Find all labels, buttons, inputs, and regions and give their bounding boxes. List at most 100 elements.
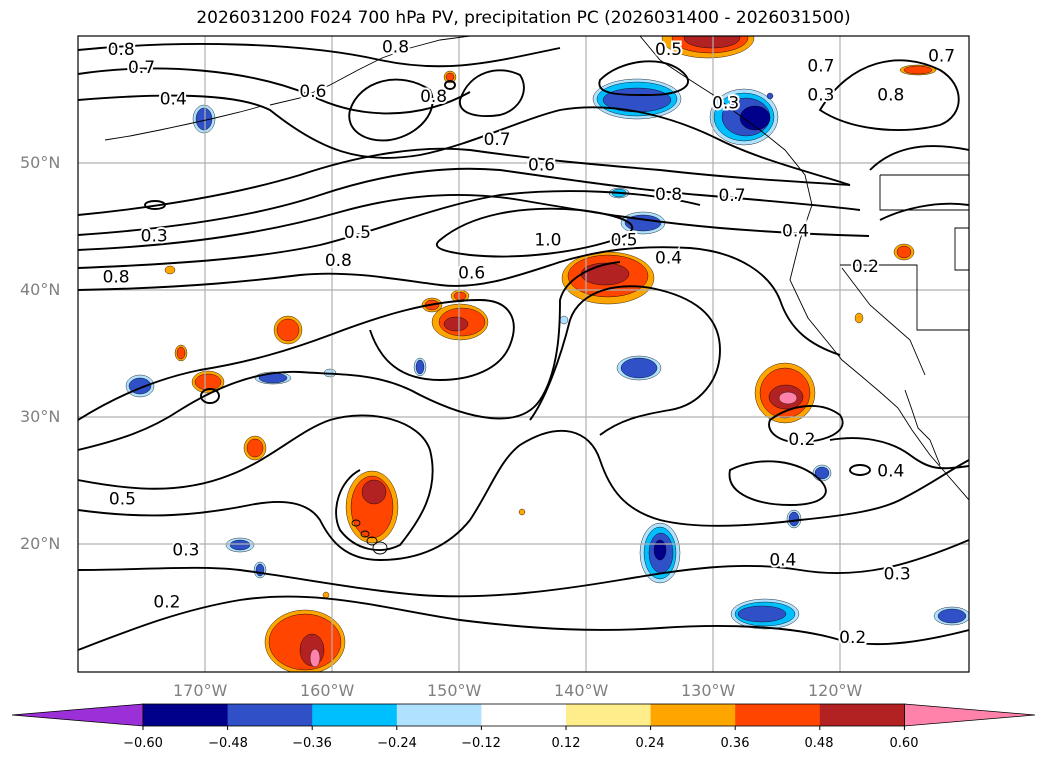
contour-label: 0.5 [655, 40, 682, 60]
pv-contour-line-19 [818, 59, 960, 131]
pv-contour-line-9 [78, 299, 515, 421]
colorbar-tick-label: 0.12 [551, 736, 581, 751]
precip-negative-area-21 [737, 605, 787, 623]
precip-negative-area-40 [766, 92, 774, 100]
precip-positive-area-40 [518, 508, 526, 516]
colorbar-tick-label: 0.36 [720, 736, 750, 751]
precip-positive-area-23 [361, 479, 387, 505]
colorbar-bin-1 [143, 704, 229, 726]
map-title: 2026031200 F024 700 hPa PV, precipitatio… [196, 8, 851, 28]
contour-label: 0.8 [325, 251, 352, 271]
precip-negative-area-33 [415, 359, 425, 375]
hawaii-island [351, 519, 361, 527]
pv-contour-line-24 [598, 60, 689, 96]
pv-contour-line-3 [78, 147, 851, 216]
precip-negative-area-31 [255, 563, 265, 577]
colorbar-bin-9 [819, 704, 905, 726]
precip-positive-area-18 [176, 346, 186, 360]
pv-contour-line-11 [529, 285, 721, 436]
contour-label: 0.3 [172, 540, 199, 560]
contour-label: 0.8 [382, 37, 409, 57]
pv-contour-line-14 [78, 539, 969, 598]
pv-contour-line-16 [728, 460, 827, 506]
precip-negative-area-35 [814, 466, 830, 480]
pv-contour-line-8 [78, 246, 841, 356]
contour-label: 0.8 [420, 87, 447, 107]
colorbar-frame [142, 703, 905, 727]
north-america-coast [639, 36, 969, 501]
contour-label: 0.2 [852, 257, 879, 277]
colorbar-tick-label: 0.60 [889, 736, 919, 751]
aleutian-coast [269, 36, 471, 106]
precip-positive-area-2 [683, 36, 741, 49]
pv-contour-line-10 [78, 261, 621, 451]
contour-label: 0.8 [103, 267, 130, 287]
contour-label: 0.8 [108, 40, 135, 60]
pv-contour-line-17 [768, 405, 844, 444]
pv-contour-line-23 [459, 69, 525, 117]
aleutian-islands [104, 105, 263, 141]
contour-label: 0.4 [782, 222, 809, 242]
contour-label: 0.7 [807, 56, 834, 76]
hawaii-island [360, 530, 370, 538]
precip-positive-area-31 [778, 391, 798, 405]
contour-label: 0.3 [712, 93, 739, 113]
colorbar-tick-label: −0.48 [208, 736, 248, 751]
contour-label: 0.2 [788, 430, 815, 450]
pv-contour-line-20 [869, 145, 969, 171]
colorbar-tick-label: −0.24 [377, 736, 417, 751]
pv-contour-loop [200, 388, 220, 404]
lat-label-30n: 30°N [20, 407, 61, 426]
pv-contour-line-21 [879, 202, 969, 221]
pv-contour-line-0 [78, 43, 561, 68]
pv-contour-line-22 [348, 78, 434, 142]
contour-label: 0.3 [141, 227, 168, 247]
colorbar-tick-label: 0.24 [635, 736, 665, 751]
pv-contour-loop [444, 80, 456, 90]
contour-label: 0.8 [655, 185, 682, 205]
contour-label: 0.7 [928, 46, 955, 66]
precip-positive-area-5 [580, 262, 630, 286]
precip-positive-area-38 [854, 312, 864, 324]
colorbar-tick-label: −0.12 [461, 736, 501, 751]
precip-positive-area-16 [194, 373, 222, 391]
hawaii-island [366, 536, 378, 546]
lat-label-40n: 40°N [20, 280, 61, 299]
precip-positive-area-20 [246, 438, 264, 458]
contour-label: 0.6 [299, 82, 326, 102]
colorbar-bin-6 [566, 704, 652, 726]
precip-positive-area-41 [322, 591, 330, 599]
baja-gulf-coast [904, 389, 941, 466]
pv-contour-loop [144, 200, 166, 210]
colorbar-max-extend [904, 703, 1036, 727]
colorbar-tick-label: 0.48 [804, 736, 834, 751]
contour-label: 0.5 [109, 490, 136, 510]
pv-contour-line-2 [78, 94, 851, 186]
contour-label: 0.6 [528, 156, 555, 176]
colorbar-bin-2 [227, 704, 313, 726]
colorbar-bin-4 [396, 704, 482, 726]
contour-label: 0.2 [839, 628, 866, 648]
pv-contour-line-12 [78, 414, 434, 551]
precip-positive-area-8 [443, 316, 469, 332]
colorbar-tick-label: −0.36 [292, 736, 332, 751]
precip-negative-area-29 [229, 539, 251, 551]
contour-label: 0.2 [153, 592, 180, 612]
pv-contour-line-15 [78, 595, 969, 651]
ca-nv-border [841, 267, 926, 376]
contour-label: 0.4 [877, 462, 904, 482]
contour-label: 0.5 [611, 230, 638, 250]
contour-label: 0.8 [877, 86, 904, 106]
contour-label: 0.3 [807, 86, 834, 106]
colorbar-min-extend [11, 703, 144, 727]
pv-contour-line-6 [436, 207, 634, 258]
map-frame [77, 35, 970, 673]
map-plot-area: 0.80.70.80.6 0.80.40.50.30.70.80.30.70.70… [78, 36, 969, 672]
pv-contour-loop [849, 464, 871, 476]
pv-contours [78, 43, 969, 651]
pv-contour-line-1 [78, 67, 471, 115]
precip-negative-area-23 [937, 608, 967, 624]
pv-contour-line-13 [78, 429, 969, 561]
contour-label: 0.5 [344, 223, 371, 243]
